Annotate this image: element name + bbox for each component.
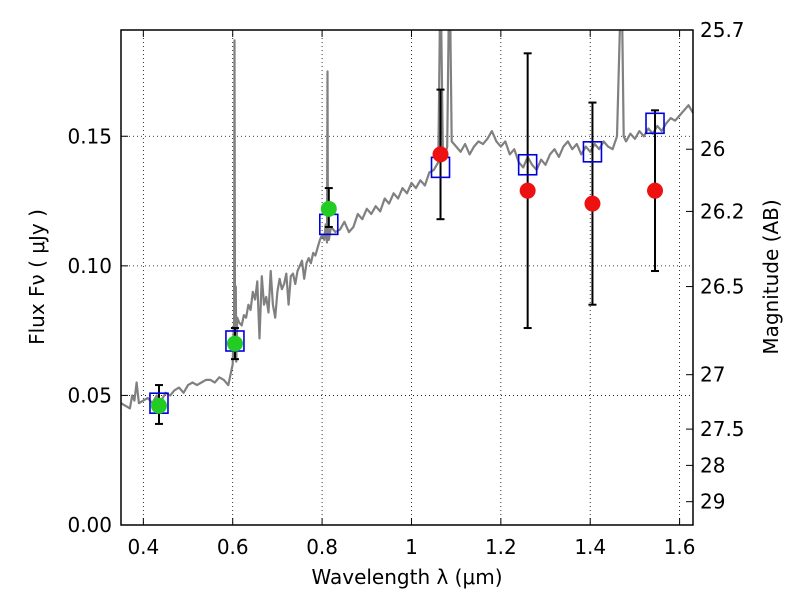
green-data-point <box>150 397 167 414</box>
y2-tick-label: 26 <box>700 137 725 161</box>
model-photometry-square <box>517 153 538 176</box>
axis-ticks: 0.4 0.6 0.8 1 1.2 1.4 1.6 0.00 0.05 0.10 0.15 25.7 2… <box>67 18 744 559</box>
y2-tick-label: 28 <box>700 453 725 477</box>
y-tick-label: 0.15 <box>67 124 112 148</box>
y2-tick-label: 29 <box>700 490 725 514</box>
y-tick-label: 0.05 <box>67 383 112 407</box>
y2-tick-label: 27.5 <box>700 417 745 441</box>
y-tick-label: 0.10 <box>67 254 112 278</box>
x-tick-label: 1 <box>405 535 418 559</box>
y2-tick-label: 26.5 <box>700 275 745 299</box>
x-tick-label: 0.8 <box>306 535 338 559</box>
x-tick-label: 0.4 <box>127 535 159 559</box>
red-data-point <box>584 195 601 212</box>
model-photometry-square <box>645 112 665 135</box>
y2-tick-label: 26.2 <box>700 199 745 223</box>
green-data-point <box>320 200 337 217</box>
red-data-point <box>647 182 664 199</box>
y-tick-label: 0.00 <box>67 513 112 537</box>
x-tick-label: 1.2 <box>485 535 517 559</box>
x-tick-label: 1.4 <box>574 535 606 559</box>
model-photometry-square <box>582 141 603 163</box>
red-data-point <box>519 182 536 199</box>
green-data-point <box>226 335 243 352</box>
x-tick-label: 0.6 <box>217 535 249 559</box>
x-axis-label: Wavelength λ (μm) <box>311 565 502 589</box>
observed-points <box>150 146 664 414</box>
y2-tick-label: 27 <box>700 363 725 387</box>
red-data-point <box>432 146 449 163</box>
y-axis-label: Flux Fν ( μJy ) <box>25 209 49 345</box>
plot-frame <box>120 29 694 526</box>
x-tick-label: 1.6 <box>664 535 696 559</box>
plot-area <box>121 30 693 425</box>
y2-tick-label: 25.7 <box>700 18 745 42</box>
y2-axis-label: Magnitude (AB) <box>759 199 783 354</box>
